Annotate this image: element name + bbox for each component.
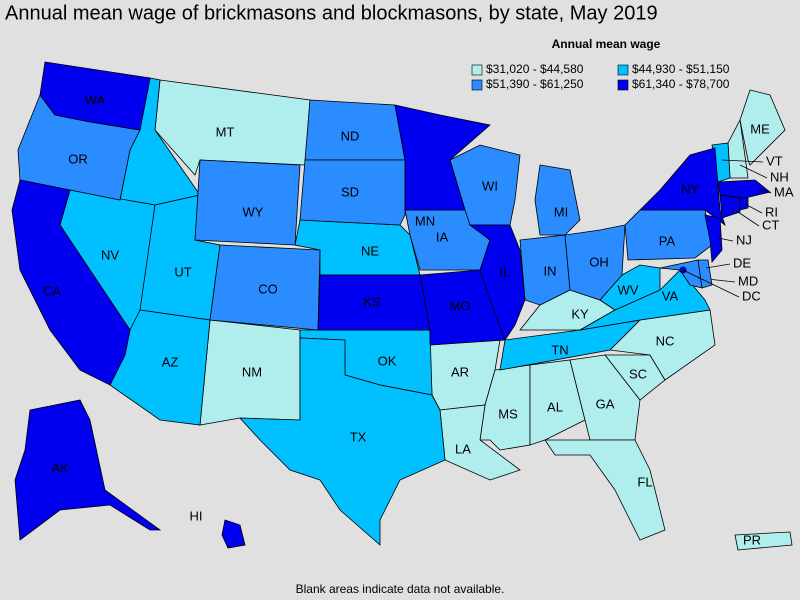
- state: [564, 224, 626, 301]
- state: [194, 159, 301, 246]
- state-label: UT: [174, 264, 191, 279]
- state-label: MI: [554, 204, 568, 219]
- state-label: OR: [68, 151, 88, 166]
- state: [719, 194, 741, 219]
- state-label: VT: [766, 153, 783, 168]
- legend-label: $44,930 - $51,150: [632, 62, 730, 76]
- state-label: LA: [455, 441, 471, 456]
- legend-swatch: [617, 64, 629, 76]
- states: MTNMARMSALGASCNCKYFLLAMENHPRIDNVUTAZNEOK…: [11, 61, 794, 551]
- state-label: OH: [589, 254, 609, 269]
- state: [579, 269, 711, 331]
- legend-label: $51,390 - $61,250: [486, 77, 584, 91]
- state: [394, 104, 491, 211]
- state-label: MD: [738, 273, 758, 288]
- state-label: NV: [101, 247, 119, 262]
- state: [734, 531, 793, 551]
- legend-title: Annual mean wage: [552, 37, 661, 51]
- state: [739, 197, 749, 211]
- state-label: ME: [750, 121, 770, 136]
- state-label: GA: [596, 396, 615, 411]
- footnote: Blank areas indicate data not available.: [296, 582, 505, 596]
- state-label: ND: [341, 128, 360, 143]
- legend-swatch: [471, 79, 483, 91]
- legend-label: $31,020 - $44,580: [486, 62, 584, 76]
- state-label: NM: [242, 364, 262, 379]
- state-label: KY: [571, 306, 589, 321]
- state: [544, 439, 666, 541]
- state: [659, 259, 703, 289]
- state: [14, 399, 162, 541]
- state: [639, 147, 726, 227]
- state-label: TN: [551, 342, 568, 357]
- state-label: IN: [544, 263, 557, 278]
- state-label: TX: [350, 429, 367, 444]
- state-label: RI: [765, 204, 778, 219]
- state-label: IL: [500, 264, 511, 279]
- state-label: KS: [363, 294, 381, 309]
- state: [717, 179, 771, 199]
- state-label: MN: [415, 213, 435, 228]
- state: [39, 61, 151, 131]
- leader-line: [744, 203, 763, 214]
- state-label: MT: [216, 124, 235, 139]
- state-label: AK: [51, 460, 69, 475]
- state: [299, 159, 406, 226]
- state-label: HI: [190, 508, 203, 523]
- leader-line: [717, 237, 734, 242]
- state: [529, 359, 586, 446]
- state-label: WA: [85, 92, 106, 107]
- state-label: FL: [637, 474, 652, 489]
- state-label: CO: [258, 281, 278, 296]
- state-label: WV: [618, 282, 639, 297]
- state: [239, 337, 446, 546]
- state-label: PA: [659, 233, 676, 248]
- state-label: NJ: [736, 232, 752, 247]
- leader-line: [731, 207, 760, 227]
- state-label: NE: [361, 243, 379, 258]
- state-label: MO: [450, 298, 471, 313]
- state-label: VA: [662, 288, 679, 303]
- leader-line: [705, 263, 731, 269]
- leader-line: [682, 269, 740, 298]
- map-title: Annual mean wage of brickmasons and bloc…: [5, 2, 658, 24]
- state-label: AZ: [162, 354, 179, 369]
- state-label: PR: [743, 532, 761, 547]
- state-label: NH: [770, 169, 789, 184]
- state-label: SC: [629, 366, 647, 381]
- state-label: AL: [547, 399, 563, 414]
- leader-line: [739, 164, 768, 179]
- state-label: NC: [656, 333, 675, 348]
- state-label: CT: [762, 217, 779, 232]
- state-label: WY: [243, 204, 264, 219]
- state-label: DE: [733, 255, 751, 270]
- state-label: IA: [436, 229, 449, 244]
- state: [449, 144, 521, 226]
- state: [11, 179, 131, 386]
- state-label: MS: [498, 406, 518, 421]
- state: [704, 214, 723, 263]
- state-label: WI: [482, 178, 498, 193]
- state: [739, 89, 786, 166]
- leader-line: [757, 187, 772, 194]
- legend-swatch: [617, 79, 629, 91]
- state-label: SD: [341, 184, 359, 199]
- leader-line: [721, 159, 764, 163]
- state-label: NY: [681, 181, 699, 196]
- state: [468, 224, 526, 341]
- state-label: MA: [774, 184, 794, 199]
- legend-swatch: [471, 64, 483, 76]
- state-label: OK: [378, 353, 397, 368]
- legend: $31,020 - $44,580 $44,930 - $51,150 $51,39…: [471, 62, 730, 91]
- legend-label: $61,340 - $78,700: [632, 77, 730, 91]
- state-label: AR: [451, 364, 469, 379]
- state-label: DC: [742, 288, 761, 303]
- state: [499, 319, 642, 371]
- state: [221, 519, 246, 549]
- state-label: CA: [43, 283, 61, 298]
